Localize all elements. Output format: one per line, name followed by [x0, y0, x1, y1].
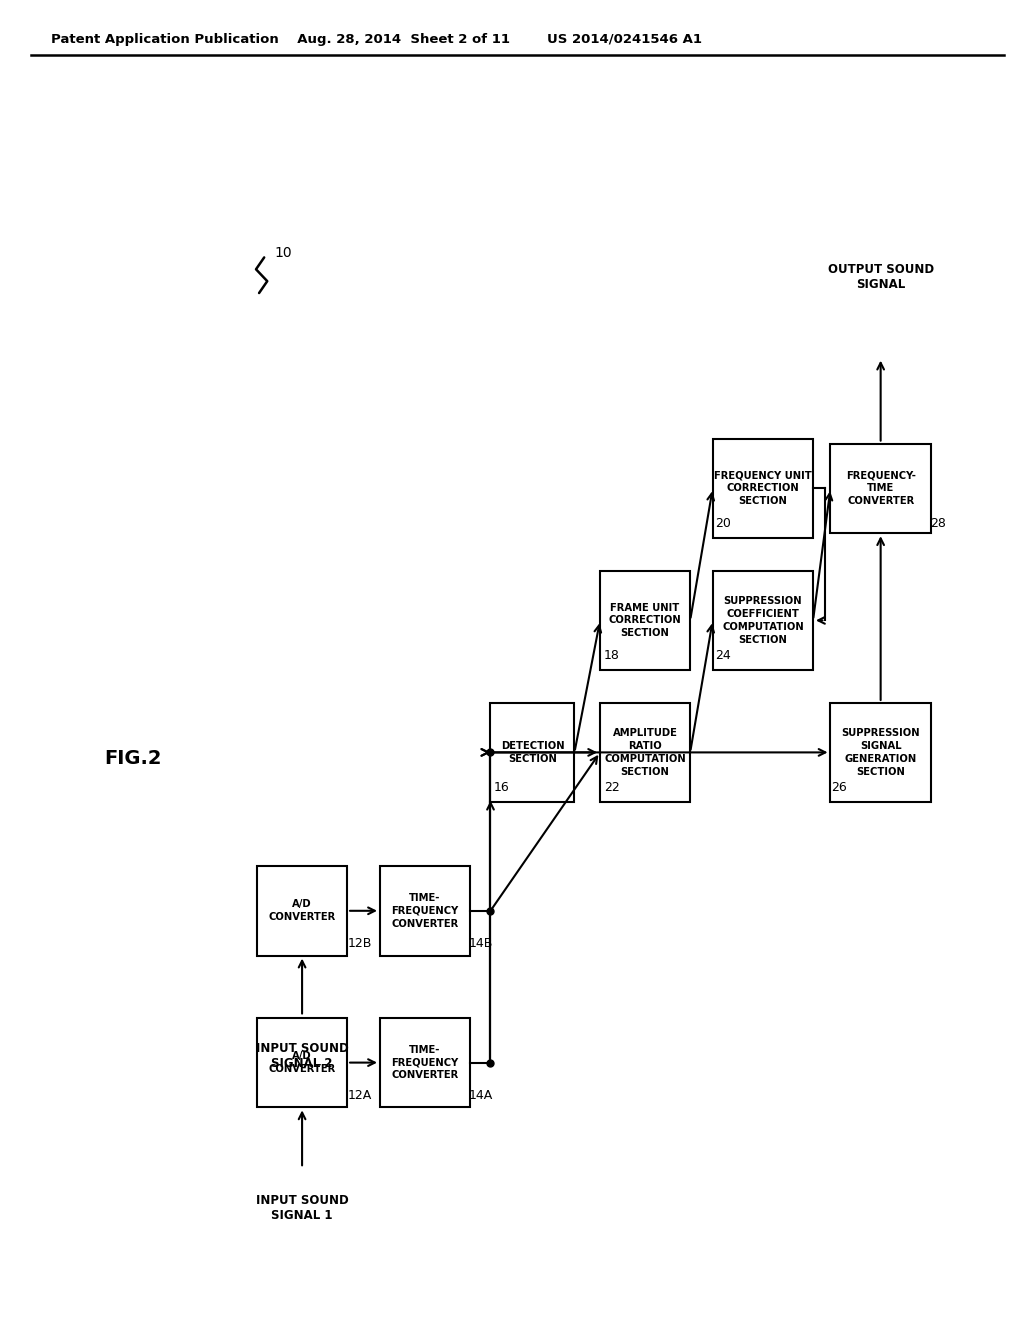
- Text: A/D
CONVERTER: A/D CONVERTER: [268, 899, 336, 923]
- Text: FREQUENCY UNIT
CORRECTION
SECTION: FREQUENCY UNIT CORRECTION SECTION: [714, 471, 812, 506]
- FancyBboxPatch shape: [380, 866, 470, 956]
- Text: Patent Application Publication    Aug. 28, 2014  Sheet 2 of 11        US 2014/02: Patent Application Publication Aug. 28, …: [51, 33, 702, 46]
- Text: 12A: 12A: [348, 1089, 373, 1102]
- Text: FIG.2: FIG.2: [104, 750, 162, 768]
- Text: SUPPRESSION
SIGNAL
GENERATION
SECTION: SUPPRESSION SIGNAL GENERATION SECTION: [842, 729, 920, 776]
- Text: A/D
CONVERTER: A/D CONVERTER: [268, 1051, 336, 1074]
- Text: TIME-
FREQUENCY
CONVERTER: TIME- FREQUENCY CONVERTER: [391, 894, 459, 928]
- Text: 26: 26: [831, 781, 847, 795]
- Text: FREQUENCY-
TIME
CONVERTER: FREQUENCY- TIME CONVERTER: [846, 471, 915, 506]
- FancyBboxPatch shape: [713, 438, 813, 539]
- Text: SUPPRESSION
COEFFICIENT
COMPUTATION
SECTION: SUPPRESSION COEFFICIENT COMPUTATION SECT…: [722, 597, 804, 644]
- Text: 16: 16: [494, 781, 509, 795]
- FancyBboxPatch shape: [380, 1018, 470, 1107]
- FancyBboxPatch shape: [257, 1018, 347, 1107]
- Text: 20: 20: [715, 517, 731, 531]
- Text: OUTPUT SOUND
SIGNAL: OUTPUT SOUND SIGNAL: [827, 263, 934, 292]
- Text: 22: 22: [604, 781, 620, 795]
- Text: DETECTION
SECTION: DETECTION SECTION: [501, 741, 564, 764]
- Text: 12B: 12B: [348, 937, 373, 950]
- FancyBboxPatch shape: [713, 570, 813, 671]
- Text: 24: 24: [715, 649, 730, 663]
- FancyBboxPatch shape: [830, 444, 931, 533]
- Text: INPUT SOUND
SIGNAL 1: INPUT SOUND SIGNAL 1: [256, 1193, 348, 1222]
- Text: TIME-
FREQUENCY
CONVERTER: TIME- FREQUENCY CONVERTER: [391, 1045, 459, 1080]
- Text: AMPLITUDE
RATIO
COMPUTATION
SECTION: AMPLITUDE RATIO COMPUTATION SECTION: [604, 729, 686, 776]
- Text: FRAME UNIT
CORRECTION
SECTION: FRAME UNIT CORRECTION SECTION: [608, 603, 682, 638]
- FancyBboxPatch shape: [257, 866, 347, 956]
- Text: INPUT SOUND
SIGNAL 2: INPUT SOUND SIGNAL 2: [256, 1041, 348, 1071]
- FancyBboxPatch shape: [830, 702, 931, 801]
- Text: 28: 28: [930, 517, 946, 531]
- Text: 14A: 14A: [469, 1089, 494, 1102]
- Text: 18: 18: [604, 649, 621, 663]
- FancyBboxPatch shape: [490, 702, 574, 801]
- FancyBboxPatch shape: [600, 570, 690, 671]
- Text: 14B: 14B: [469, 937, 494, 950]
- Text: 10: 10: [274, 247, 292, 260]
- FancyBboxPatch shape: [600, 702, 690, 801]
